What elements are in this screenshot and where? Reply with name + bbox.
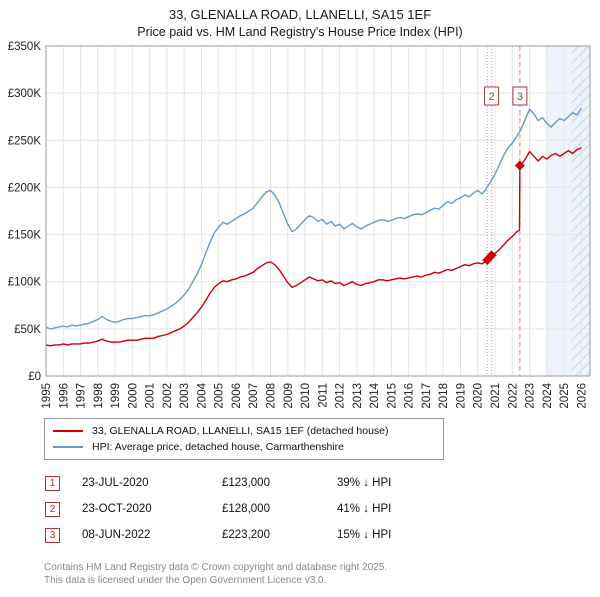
legend-item: HPI: Average price, detached house, Carm… <box>53 439 435 455</box>
transaction-date: 23-OCT-2020 <box>82 503 152 515</box>
transaction-row: 2 23-OCT-2020 £128,000 41% ↓ HPI <box>45 496 600 522</box>
x-tick-label: 2020 <box>473 383 485 409</box>
page-subtitle: Price paid vs. HM Land Registry's House … <box>137 25 463 39</box>
y-tick-label: £250K <box>8 135 42 147</box>
transaction-hpi-diff: 41% ↓ HPI <box>337 503 392 515</box>
legend-label: 33, GLENALLA ROAD, LLANELLI, SA15 1EF (d… <box>92 425 389 437</box>
future-hatch <box>571 46 590 376</box>
x-tick-label: 2004 <box>196 382 208 408</box>
transaction-price: £123,000 <box>222 477 270 489</box>
x-tick-label: 1995 <box>41 383 53 409</box>
transaction-price: £128,000 <box>222 503 270 515</box>
x-tick-label: 2003 <box>179 383 191 409</box>
transaction-row: 1 23-JUL-2020 £123,000 39% ↓ HPI <box>45 470 600 496</box>
x-tick-label: 1999 <box>110 383 122 409</box>
x-tick-label: 2014 <box>369 382 381 408</box>
footer: Contains HM Land Registry data © Crown c… <box>44 561 600 587</box>
x-tick-label: 2018 <box>438 383 450 409</box>
transaction-hpi-diff: 39% ↓ HPI <box>337 477 392 489</box>
x-tick-label: 2023 <box>525 383 537 409</box>
x-tick-label: 2017 <box>421 383 433 409</box>
x-tick-label: 2025 <box>559 383 571 409</box>
transaction-date: 08-JUN-2022 <box>82 529 151 541</box>
x-tick-label: 2016 <box>404 383 416 409</box>
callout-box <box>484 86 500 106</box>
x-tick-label: 2013 <box>352 383 364 409</box>
y-tick-label: £350K <box>8 41 42 53</box>
x-tick-label: 2012 <box>335 383 347 409</box>
y-tick-label: £300K <box>8 88 42 100</box>
price-chart: £0 £50K £100K £150K £200K £250K £300K £350K 1995… <box>8 41 591 409</box>
footer-line1: Contains HM Land Registry data © Crown c… <box>44 562 388 573</box>
sale-marker <box>486 250 497 261</box>
transaction-number-badge: 1 <box>45 475 60 491</box>
x-tick-label: 2008 <box>266 383 278 409</box>
page-title: 33, GLENALLA ROAD, LLANELLI, SA15 1EF <box>168 7 432 22</box>
legend-label: HPI: Average price, detached house, Carm… <box>92 441 344 453</box>
legend-item: 33, GLENALLA ROAD, LLANELLI, SA15 1EF (d… <box>53 423 435 439</box>
y-tick-label: £150K <box>8 230 42 242</box>
x-tick-label: 2002 <box>162 383 174 409</box>
y-tick-label: £0 <box>28 371 41 383</box>
x-tick-label: 2015 <box>386 383 398 409</box>
x-tick-label: 2024 <box>542 382 554 408</box>
transactions-table: 1 23-JUL-2020 £123,000 39% ↓ HPI 2 23-OCT-202… <box>45 470 600 548</box>
x-tick-label: 2026 <box>576 383 588 409</box>
transaction-price: £223,200 <box>222 529 270 541</box>
x-tick-label: 2010 <box>300 383 312 409</box>
x-tick-label: 2011 <box>317 383 329 408</box>
transaction-number-badge: 3 <box>45 527 60 543</box>
transaction-row: 3 08-JUN-2022 £223,200 15% ↓ HPI <box>45 522 600 548</box>
chart-legend: 33, GLENALLA ROAD, LLANELLI, SA15 1EF (d… <box>44 418 444 460</box>
sale-marker <box>514 160 525 171</box>
callout-box <box>512 86 528 106</box>
transaction-number-badge: 2 <box>45 501 60 517</box>
footer-line2: This data is licensed under the Open Gov… <box>44 575 327 586</box>
x-tick-label: 2000 <box>127 383 139 409</box>
x-tick-label: 2022 <box>507 383 519 409</box>
x-tick-label: 1998 <box>93 383 105 409</box>
x-tick-label: 1997 <box>76 383 88 409</box>
x-tick-label: 2009 <box>283 383 295 409</box>
y-tick-label: £50K <box>14 324 41 336</box>
y-tick-label: £200K <box>8 182 42 194</box>
callout-label: 3 <box>517 91 523 103</box>
price-paid-line <box>45 147 582 347</box>
x-tick-label: 2001 <box>145 383 157 409</box>
x-tick-label: 2021 <box>490 383 502 409</box>
callout-label: 2 <box>489 91 495 103</box>
x-tick-label: 2005 <box>214 383 226 409</box>
y-tick-label: £100K <box>8 277 42 289</box>
x-tick-label: 2019 <box>456 383 468 409</box>
x-tick-label: 2006 <box>231 383 243 409</box>
x-tick-label: 1996 <box>58 383 70 409</box>
transaction-date: 23-JUL-2020 <box>82 477 149 489</box>
hpi-line <box>45 107 582 330</box>
legend-line-swatch <box>53 430 83 432</box>
legend-line-swatch <box>53 446 83 448</box>
transaction-hpi-diff: 15% ↓ HPI <box>337 529 392 541</box>
x-tick-label: 2007 <box>248 383 260 409</box>
